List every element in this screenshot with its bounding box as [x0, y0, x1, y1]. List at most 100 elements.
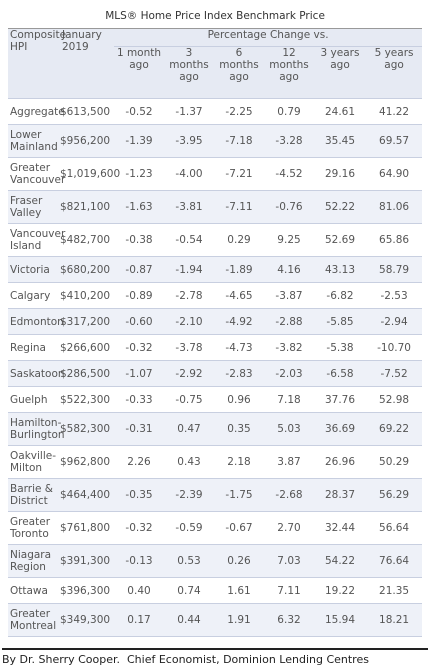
- percent-change: 56.64: [366, 511, 423, 545]
- period-header: 12 months ago: [264, 46, 314, 99]
- percent-change: -5.85: [314, 308, 366, 335]
- table-row: Hamilton-Burlington $582,300 -0.31 0.47 0.35…: [8, 412, 423, 446]
- benchmark-price: $482,700: [60, 223, 114, 257]
- benchmark-price: $680,200: [60, 256, 114, 283]
- benchmark-price: $266,600: [60, 334, 114, 361]
- table-row: Calgary $410,200 -0.89 -2.78 -4.65 -3.87 -6.82…: [8, 282, 423, 309]
- table-row: Guelph $522,300 -0.33 -0.75 0.96 7.18 37.76 52.…: [8, 386, 423, 413]
- percent-change: -3.78: [164, 334, 214, 361]
- footer: By Dr. Sherry Cooper. Chief Economist, D…: [2, 648, 428, 666]
- benchmark-price: $956,200: [60, 124, 114, 158]
- percent-change: -0.52: [114, 98, 164, 125]
- table-row: Oakville-Milton $962,800 2.26 0.43 2.18 3.87 2…: [8, 445, 423, 479]
- percent-change: 43.13: [314, 256, 366, 283]
- region-name: Ottawa: [8, 577, 60, 604]
- percent-change: -4.92: [214, 308, 264, 335]
- percent-change: 4.16: [264, 256, 314, 283]
- percent-change: 0.17: [114, 603, 164, 637]
- percent-change: -1.23: [114, 157, 164, 191]
- benchmark-price: $349,300: [60, 603, 114, 637]
- percent-change: -2.03: [264, 360, 314, 387]
- percent-change: -2.39: [164, 478, 214, 512]
- percent-change: 21.35: [366, 577, 423, 604]
- region-name: Regina: [8, 334, 60, 361]
- percent-change: 41.22: [366, 98, 423, 125]
- benchmark-price: $613,500: [60, 98, 114, 125]
- percent-change: 2.18: [214, 445, 264, 479]
- percent-change: 1.61: [214, 577, 264, 604]
- percent-change: 7.18: [264, 386, 314, 413]
- percent-change: -1.39: [114, 124, 164, 158]
- percent-change: 18.21: [366, 603, 423, 637]
- percent-change: 3.87: [264, 445, 314, 479]
- percent-change: 81.06: [366, 190, 423, 224]
- percent-change: 24.61: [314, 98, 366, 125]
- percent-change: 0.53: [164, 544, 214, 578]
- benchmark-price: $464,400: [60, 478, 114, 512]
- percent-change: 0.96: [214, 386, 264, 413]
- percent-change: 36.69: [314, 412, 366, 446]
- percent-change: 52.69: [314, 223, 366, 257]
- table-row: Greater Montreal $349,300 0.17 0.44 1.91 6.32…: [8, 603, 423, 637]
- percent-change: 56.29: [366, 478, 423, 512]
- benchmark-price: $317,200: [60, 308, 114, 335]
- percent-change: -0.60: [114, 308, 164, 335]
- percent-change: -2.92: [164, 360, 214, 387]
- benchmark-price: $1,019,600: [60, 157, 120, 191]
- percent-change: 76.64: [366, 544, 423, 578]
- table-row: Fraser Valley $821,100 -1.63 -3.81 -7.11 -0.7…: [8, 190, 423, 224]
- percent-change: 69.22: [366, 412, 423, 446]
- percent-change: 15.94: [314, 603, 366, 637]
- percent-change: 6.32: [264, 603, 314, 637]
- percent-change: -2.10: [164, 308, 214, 335]
- price-table: MLS® Home Price Index Benchmark Price Co…: [8, 4, 423, 637]
- region-name: Vancouver Island: [8, 223, 65, 257]
- percent-change: 32.44: [314, 511, 366, 545]
- percent-change: -0.35: [114, 478, 164, 512]
- percent-change: -1.89: [214, 256, 264, 283]
- percent-change: 65.86: [366, 223, 423, 257]
- percent-change: 0.40: [114, 577, 164, 604]
- period-header: 3 months ago: [164, 46, 214, 99]
- region-name: Hamilton-Burlington: [8, 412, 65, 446]
- percent-change: -0.13: [114, 544, 164, 578]
- percent-change: -2.53: [366, 282, 423, 309]
- percent-change: 64.90: [366, 157, 423, 191]
- percent-change: 35.45: [314, 124, 366, 158]
- percent-change: 50.29: [366, 445, 423, 479]
- percent-change: 19.22: [314, 577, 366, 604]
- benchmark-price: $821,100: [60, 190, 114, 224]
- percent-change: -4.52: [264, 157, 314, 191]
- period-header: 3 years ago: [314, 46, 366, 99]
- percent-change: -0.32: [114, 334, 164, 361]
- percent-change: -7.18: [214, 124, 264, 158]
- percent-change: -7.21: [214, 157, 264, 191]
- table-row: Greater Vancouver $1,019,600 -1.23 -4.00 -7.…: [8, 157, 423, 191]
- region-name: Calgary: [8, 282, 60, 309]
- period-header: 6 months ago: [214, 46, 264, 99]
- percent-change: 52.98: [366, 386, 423, 413]
- percent-change: -3.81: [164, 190, 214, 224]
- percent-change: 54.22: [314, 544, 366, 578]
- benchmark-price: $391,300: [60, 544, 114, 578]
- percent-change: -0.75: [164, 386, 214, 413]
- percent-change: 9.25: [264, 223, 314, 257]
- percent-change: -2.25: [214, 98, 264, 125]
- percent-change: -1.63: [114, 190, 164, 224]
- region-name: Edmonton: [8, 308, 64, 335]
- percent-change: -1.07: [114, 360, 164, 387]
- percent-change: -2.94: [366, 308, 423, 335]
- table-row: Regina $266,600 -0.32 -3.78 -4.73 -3.82 -5.38-…: [8, 334, 423, 361]
- percent-change: -0.59: [164, 511, 214, 545]
- period-header: 1 month ago: [114, 46, 164, 99]
- percent-change: -3.82: [264, 334, 314, 361]
- percent-change: 29.16: [314, 157, 366, 191]
- table-row: Aggregate $613,500 -0.52 -1.37 -2.25 0.79 24.6…: [8, 98, 423, 125]
- percent-change: 0.29: [214, 223, 264, 257]
- table-row: Barrie & District $464,400 -0.35 -2.39 -1.75…: [8, 478, 423, 512]
- percent-change: -6.82: [314, 282, 366, 309]
- percent-change: 7.11: [264, 577, 314, 604]
- percent-change: -4.73: [214, 334, 264, 361]
- percent-change: -0.76: [264, 190, 314, 224]
- percent-change: -7.11: [214, 190, 264, 224]
